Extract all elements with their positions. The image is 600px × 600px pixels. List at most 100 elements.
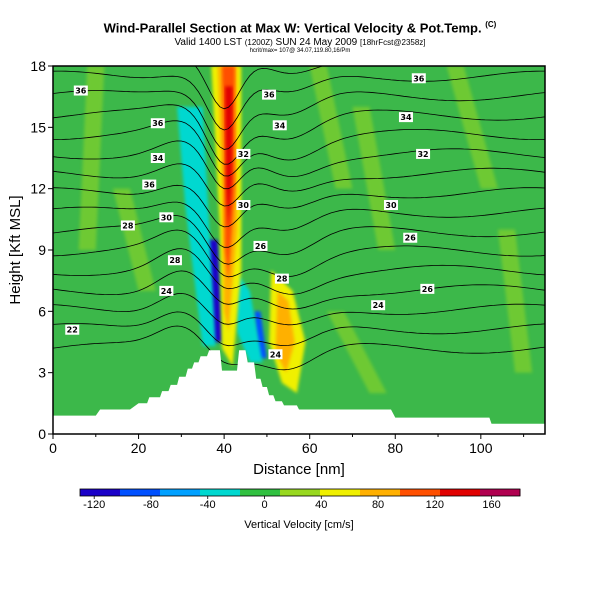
contour-label-text: 32	[238, 150, 249, 159]
contour-label-6: 28	[167, 255, 182, 266]
valid-time: Valid 1400 LST	[174, 37, 242, 48]
theta-contour-1	[53, 311, 545, 347]
colorbar-tick-label: 160	[482, 499, 500, 511]
contour-label-10: 30	[236, 200, 251, 211]
colorbar-swatch	[400, 489, 441, 496]
contour-label-text: 24	[270, 350, 282, 359]
light-green-bands	[78, 66, 533, 394]
theta-contour-2	[53, 292, 545, 326]
velocity-regions	[177, 66, 306, 394]
theta-contour-14	[53, 70, 545, 131]
y-axis-label: Height [Kft MSL]	[7, 195, 24, 304]
contour-label-text: 36	[413, 74, 425, 83]
valid-date: SUN 24 May 2009	[275, 37, 358, 48]
y-tick-label: 0	[38, 426, 46, 442]
contour-label-text: 24	[373, 301, 385, 310]
contour-label-text: 32	[417, 150, 428, 159]
colorbar-swatch	[320, 489, 361, 496]
contour-label-4: 30	[159, 212, 174, 223]
contour-label-2: 34	[150, 153, 165, 163]
contour-label-text: 28	[169, 256, 181, 265]
colorbar-swatch	[280, 489, 321, 496]
contour-label-16: 36	[411, 73, 426, 84]
contour-label-text: 36	[144, 181, 156, 190]
y-tick-label: 3	[38, 365, 46, 381]
copyright-mark: (C)	[485, 20, 497, 29]
theta-contour-3	[53, 270, 545, 310]
contour-label-9: 32	[236, 148, 251, 159]
colorbar-swatch	[200, 489, 241, 496]
contour-label-18: 32	[416, 148, 431, 159]
contour-label-7: 24	[159, 285, 174, 296]
theta-contour-4	[53, 248, 545, 295]
colorbar-tick-label: -40	[200, 499, 216, 511]
theta-contour-12	[53, 104, 545, 165]
velocity-region-weak_down-3	[234, 270, 263, 363]
contour-label-1: 36	[150, 118, 165, 129]
contour-label-text: 22	[67, 326, 78, 335]
x-tick-label: 80	[387, 440, 403, 456]
x-tick-label: 0	[49, 440, 57, 456]
colorbar-swatch	[240, 489, 281, 496]
contour-label-text: 34	[400, 113, 412, 122]
theta-contour-8	[53, 184, 545, 228]
contour-label-text: 30	[161, 213, 173, 222]
y-tick-label: 6	[38, 303, 46, 319]
contour-label-13: 24	[268, 349, 283, 360]
theta-contour-5	[53, 229, 545, 278]
chart-title-text: Wind-Parallel Section at Max W: Vertical…	[103, 20, 482, 36]
theta-contour-7	[53, 201, 545, 248]
x-axis-label: Distance [nm]	[253, 461, 345, 478]
potential-temperature-contours	[53, 66, 545, 371]
velocity-region-weak_down-2	[177, 106, 216, 347]
contour-label-17: 34	[398, 112, 413, 123]
colorbar-tick-label: 120	[426, 499, 444, 511]
x-tick-label: 60	[302, 440, 318, 456]
chart-subtitle: Valid 1400 LST (1200Z) SUN 24 May 2009 […	[0, 37, 600, 48]
field-band-1	[309, 66, 353, 189]
contour-label-text: 28	[122, 221, 134, 230]
contour-label-text: 36	[75, 87, 87, 96]
contour-label-text: 34	[152, 154, 164, 163]
theta-contour-9	[53, 163, 545, 207]
x-tick-label: 20	[131, 440, 147, 456]
contour-label-text: 34	[274, 121, 286, 130]
forecast-hour: [18hrFcst@2358z]	[360, 38, 426, 47]
colorbar-swatch	[160, 489, 201, 496]
contour-label-text: 26	[255, 242, 267, 251]
field-band-3	[446, 66, 498, 189]
colorbar-swatch	[120, 489, 161, 496]
y-tick-label: 9	[38, 242, 46, 258]
theta-contour-0	[53, 325, 545, 371]
x-tick-label: 40	[216, 440, 232, 456]
colorbar-swatch	[480, 489, 521, 496]
y-tick-label: 18	[30, 58, 46, 74]
contour-label-text: 36	[263, 91, 275, 100]
contour-label-20: 26	[403, 232, 418, 243]
colorbar: -120 -80 -40 0 40 80 120 160	[79, 488, 521, 511]
theta-contour-11	[53, 120, 545, 177]
field-band-5	[326, 311, 387, 394]
colorbar-swatch	[360, 489, 401, 496]
contour-label-14: 36	[262, 89, 277, 100]
colorbar-swatch	[440, 489, 481, 496]
contour-label-22: 24	[371, 300, 386, 311]
chart-title: Wind-Parallel Section at Max W: Vertical…	[0, 20, 600, 35]
y-axis: 0 3 6 9 12 15 18	[30, 58, 53, 442]
contour-label-text: 36	[152, 119, 164, 128]
theta-contour-6	[53, 215, 545, 265]
y-tick-label: 15	[30, 119, 46, 135]
contour-label-3: 36	[142, 179, 157, 190]
contour-label-12: 28	[274, 273, 289, 284]
contour-label-text: 26	[422, 285, 434, 294]
colorbar-tick-label: 0	[261, 499, 267, 511]
x-tick-label: 100	[469, 440, 493, 456]
plot-area: 36 36 34 36 30 28 28 24 22 32 30 26 28 24 36 34 36 34 32 30…	[53, 66, 545, 434]
colorbar-tick-label: 80	[372, 499, 384, 511]
field-band-6	[497, 229, 533, 373]
contour-label-15: 34	[272, 120, 287, 130]
contour-label-text: 30	[385, 201, 397, 210]
contour-label-text: 30	[238, 201, 250, 210]
velocity-region-max_up-9	[225, 86, 233, 230]
